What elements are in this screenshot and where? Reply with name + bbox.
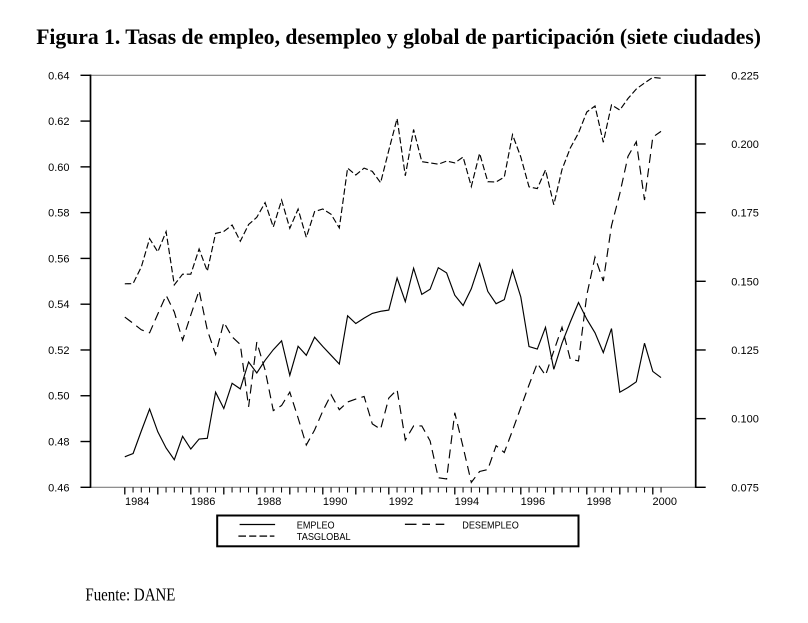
- svg-text:1992: 1992: [389, 496, 413, 508]
- svg-text:1984: 1984: [125, 496, 149, 508]
- svg-text:0.60: 0.60: [48, 162, 69, 174]
- svg-text:Figura 1. Tasas de empleo, des: Figura 1. Tasas de empleo, desempleo y g…: [36, 24, 761, 49]
- svg-text:0.56: 0.56: [48, 253, 69, 265]
- svg-text:DESEMPLEO: DESEMPLEO: [462, 520, 519, 531]
- svg-text:0.52: 0.52: [48, 345, 69, 357]
- svg-text:0.175: 0.175: [731, 208, 759, 220]
- svg-text:1994: 1994: [455, 496, 479, 508]
- svg-text:0.50: 0.50: [48, 391, 69, 403]
- svg-text:0.62: 0.62: [48, 116, 69, 128]
- svg-text:0.225: 0.225: [731, 70, 759, 82]
- svg-text:0.48: 0.48: [48, 437, 69, 449]
- svg-text:0.58: 0.58: [48, 208, 69, 220]
- svg-text:2000: 2000: [653, 496, 677, 508]
- svg-text:1990: 1990: [323, 496, 347, 508]
- svg-text:0.54: 0.54: [48, 299, 69, 311]
- svg-text:1986: 1986: [191, 496, 215, 508]
- svg-text:Fuente: DANE: Fuente: DANE: [85, 585, 175, 605]
- svg-text:0.150: 0.150: [731, 276, 759, 288]
- svg-text:0.100: 0.100: [731, 414, 759, 426]
- svg-text:0.64: 0.64: [48, 70, 69, 82]
- svg-text:0.075: 0.075: [731, 482, 759, 494]
- svg-text:1988: 1988: [257, 496, 281, 508]
- svg-text:0.125: 0.125: [731, 345, 759, 357]
- svg-text:0.200: 0.200: [731, 139, 759, 151]
- svg-text:TASGLOBAL: TASGLOBAL: [297, 532, 351, 543]
- svg-text:EMPLEO: EMPLEO: [297, 520, 335, 531]
- svg-text:1998: 1998: [587, 496, 611, 508]
- svg-text:0.46: 0.46: [48, 482, 69, 494]
- svg-text:1996: 1996: [521, 496, 545, 508]
